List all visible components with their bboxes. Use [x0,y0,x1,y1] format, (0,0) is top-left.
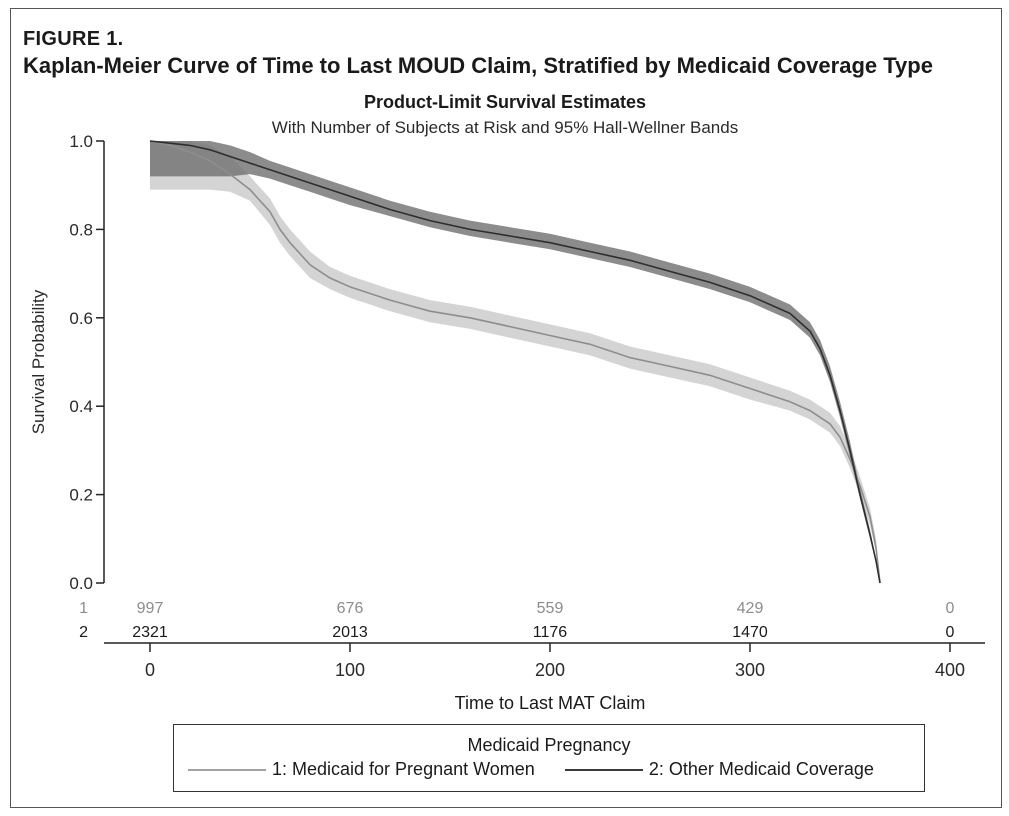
legend-label-2: 2: Other Medicaid Coverage [648,759,874,779]
at-risk-row-label: 2 [79,624,88,641]
y-tick-label: 0.8 [69,220,93,239]
legend-entry-2: 2: Other Medicaid Coverage [564,759,874,780]
legend: Medicaid Pregnancy 1: Medicaid for Pregn… [173,724,925,792]
y-tick-label: 0.0 [69,574,93,593]
chart-subtitle: With Number of Subjects at Risk and 95% … [272,118,738,137]
x-tick-label: 300 [735,660,765,680]
y-tick-label: 0.2 [69,486,93,505]
at-risk-count: 997 [137,600,164,617]
at-risk-row-label: 1 [79,600,88,617]
y-axis-label: Survival Probability [29,289,48,434]
x-tick-label: 0 [145,660,155,680]
legend-swatch-2 [564,768,643,771]
legend-entry-1: 1: Medicaid for Pregnant Women [188,759,535,780]
survival-lines [149,140,881,584]
x-tick-label: 200 [535,660,565,680]
legend-title: Medicaid Pregnancy [467,735,631,755]
at-risk-count: 676 [337,600,364,617]
at-risk-count: 2321 [132,624,168,641]
x-tick-label: 400 [935,660,965,680]
legend-entries: 1: Medicaid for Pregnant Women 2: Other … [188,759,904,780]
x-axis-label: Time to Last MAT Claim [455,693,646,713]
at-risk-count: 0 [946,600,955,617]
axes: 0.00.20.40.60.81.00 100 200 300 400 [69,132,985,680]
y-tick-label: 1.0 [69,132,93,151]
ci-band-series-2 [150,141,880,583]
confidence-bands [150,141,880,583]
y-tick-label: 0.6 [69,309,93,328]
ci-band-series-1 [150,141,880,583]
legend-swatch-1 [188,768,266,771]
at-risk-count: 429 [737,600,764,617]
figure-title: Kaplan-Meier Curve of Time to Last MOUD … [23,53,933,78]
survival-line-series-1 [149,140,881,584]
x-tick-label: 100 [335,660,365,680]
at-risk-count: 559 [537,600,564,617]
survival-line-series-2 [149,140,881,584]
at-risk-count: 1176 [533,624,568,641]
figure-label: FIGURE 1. [23,28,124,50]
at-risk-count: 0 [946,624,955,641]
y-tick-label: 0.4 [69,397,93,416]
figure-frame [10,8,1002,808]
chart-title: Product-Limit Survival Estimates [364,92,646,112]
at-risk-count: 1470 [732,624,768,641]
legend-label-1: 1: Medicaid for Pregnant Women [272,759,535,779]
at-risk-count: 2013 [332,624,368,641]
at-risk-table: 1 997 676 559 429 0 2 2321 2013 1176 1470 0 [79,600,954,641]
